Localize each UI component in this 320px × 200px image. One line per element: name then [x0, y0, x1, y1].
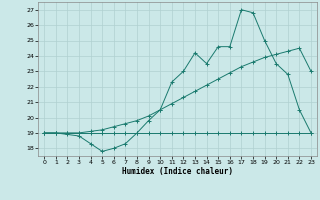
X-axis label: Humidex (Indice chaleur): Humidex (Indice chaleur): [122, 167, 233, 176]
